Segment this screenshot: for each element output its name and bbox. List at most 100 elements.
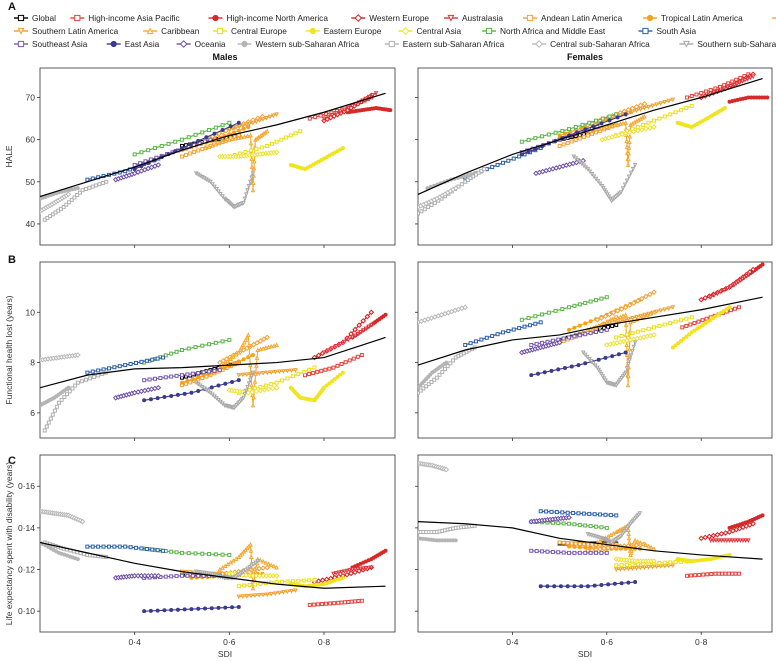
y-tick-label: 0·16 <box>18 481 35 491</box>
data-point <box>132 152 137 157</box>
data-point <box>650 564 655 570</box>
data-point <box>599 550 604 555</box>
data-point <box>155 384 162 391</box>
plot-frame <box>417 454 773 633</box>
data-point <box>719 310 724 315</box>
data-point <box>243 388 249 394</box>
data-point <box>591 124 596 129</box>
data-point <box>657 560 662 565</box>
data-point <box>614 335 619 340</box>
data-point <box>567 521 572 526</box>
data-point <box>684 316 689 321</box>
data-point <box>583 545 588 550</box>
legend-entry-global: Global <box>14 13 56 23</box>
data-point <box>718 289 724 295</box>
data-point <box>268 562 274 568</box>
data-point <box>689 315 694 320</box>
series-southern-sub-saharan-africa <box>585 511 643 546</box>
data-point <box>290 374 295 379</box>
data-point <box>210 143 215 148</box>
data-point <box>643 293 649 300</box>
data-point <box>628 550 634 555</box>
data-point <box>298 129 303 134</box>
data-point <box>724 538 730 543</box>
data-point <box>576 511 581 516</box>
data-point <box>251 165 257 171</box>
data-point <box>218 191 223 197</box>
data-point <box>289 368 294 374</box>
legend-label: Tropical Latin America <box>661 13 743 23</box>
data-point <box>716 571 721 576</box>
data-point <box>553 308 558 313</box>
data-point <box>550 338 555 343</box>
legend-marker-square <box>17 40 25 48</box>
data-point <box>182 607 187 612</box>
data-point <box>451 358 456 363</box>
data-point <box>588 359 594 364</box>
data-point <box>341 569 347 574</box>
data-point <box>603 355 608 360</box>
data-point <box>632 537 638 543</box>
data-point <box>250 402 256 408</box>
legend-label: East Asia <box>125 39 160 49</box>
data-point <box>622 318 627 323</box>
data-point <box>553 130 558 135</box>
column-title-females: Females <box>567 52 603 62</box>
data-point <box>445 364 450 369</box>
data-point <box>687 332 692 337</box>
x-axis-label-males: SDI <box>218 649 232 659</box>
data-point <box>695 326 700 331</box>
data-point <box>426 382 431 387</box>
data-point <box>117 364 122 369</box>
data-point <box>626 362 631 367</box>
data-point <box>540 312 545 317</box>
data-point <box>644 312 650 318</box>
data-point <box>610 309 617 316</box>
data-point <box>594 298 599 303</box>
data-point <box>434 375 439 380</box>
data-point <box>322 385 326 390</box>
data-point <box>180 373 184 378</box>
data-point <box>256 593 262 598</box>
series-western-europe <box>698 520 756 542</box>
data-point <box>189 390 194 395</box>
data-point <box>132 167 137 172</box>
data-point <box>681 336 686 341</box>
data-point <box>626 150 632 156</box>
data-point <box>453 538 458 543</box>
data-point <box>248 541 253 547</box>
data-point <box>274 112 279 117</box>
legend-entry-western-europe: Western Europe <box>351 13 429 23</box>
data-point <box>75 193 80 198</box>
data-point <box>536 371 541 376</box>
data-point <box>658 101 664 106</box>
data-point <box>42 428 47 433</box>
data-point <box>223 138 229 143</box>
data-point <box>243 122 249 128</box>
data-point <box>263 560 269 565</box>
data-point <box>746 538 751 543</box>
data-point <box>253 582 258 587</box>
data-point <box>96 368 101 373</box>
data-point <box>220 552 225 557</box>
data-point <box>601 376 607 381</box>
data-point <box>533 314 538 319</box>
data-point <box>625 162 631 167</box>
data-point <box>75 186 80 191</box>
data-point <box>227 120 232 125</box>
data-point <box>142 378 147 383</box>
data-point <box>557 143 562 148</box>
data-point <box>142 398 147 403</box>
data-point <box>727 538 732 543</box>
data-point <box>628 170 634 176</box>
data-point <box>293 368 298 373</box>
legend-marker-square <box>485 27 493 35</box>
data-point <box>52 408 57 413</box>
data-point <box>533 136 538 141</box>
data-point <box>207 369 212 374</box>
legend-marker-diamond <box>179 40 188 48</box>
data-point <box>733 571 738 576</box>
data-point <box>265 386 272 392</box>
data-point <box>236 120 241 125</box>
legend-label: Southern sub-Saharan Africa <box>697 39 776 49</box>
